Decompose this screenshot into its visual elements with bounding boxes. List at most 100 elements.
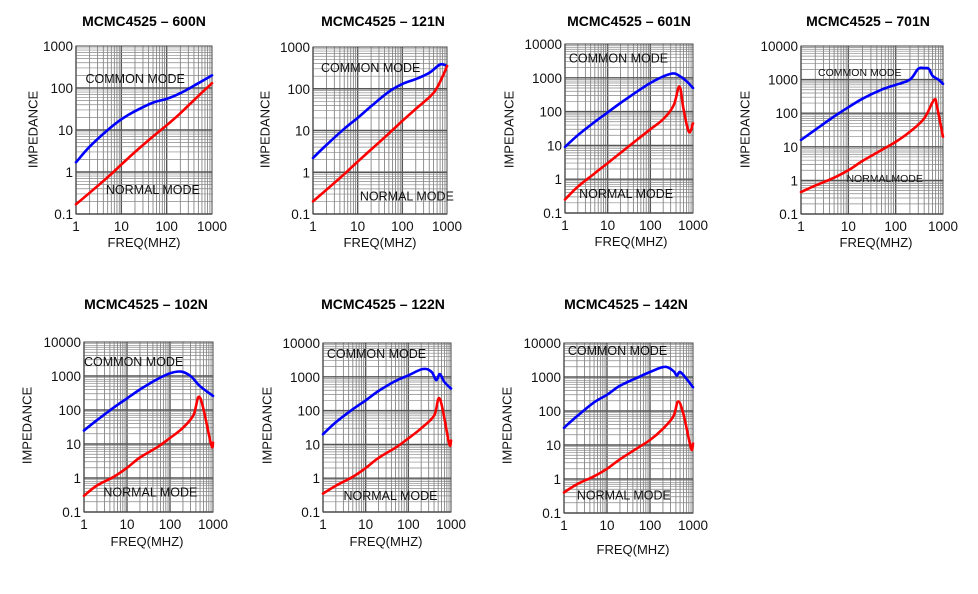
y-tick-label: 100	[287, 82, 310, 97]
y-axis-label: IMPEDANCE	[25, 90, 41, 169]
y-axis-label: IMPEDANCE	[501, 90, 517, 169]
y-tick-label: 0.1	[779, 207, 798, 222]
chart-title: MCMC4525 – 142N	[564, 296, 688, 312]
x-tick-label: 100	[155, 219, 178, 234]
grid	[322, 343, 451, 513]
y-tick-label: 1000	[532, 71, 562, 86]
y-tick-label: 10	[66, 437, 81, 452]
annotation-normal-mode: NORMAL MODE	[577, 488, 671, 502]
x-tick-label: 10	[841, 219, 856, 234]
y-axis-label: IMPEDANCE	[19, 386, 35, 465]
y-tick-label: 10	[783, 140, 798, 155]
y-tick-label: 10	[547, 138, 562, 153]
series-normal-mode	[562, 400, 695, 494]
y-tick-label: 0.1	[542, 506, 561, 521]
annotation-common-mode: COMMON MODE	[86, 72, 185, 86]
x-axis-label: FREQ(MHZ)	[596, 542, 670, 557]
x-tick-label: 1000	[678, 518, 708, 533]
chart-title: MCMC4525 – 121N	[321, 13, 445, 29]
y-tick-label: 0.1	[54, 207, 73, 222]
y-tick-label: 1000	[290, 370, 320, 385]
y-tick-label: 100	[538, 404, 561, 419]
series-common-mode	[82, 370, 215, 432]
x-tick-label: 1	[72, 219, 80, 234]
x-tick-label: 1000	[432, 219, 462, 234]
y-tick-label: 10000	[43, 335, 81, 350]
y-axis-label: IMPEDANCE	[499, 386, 515, 465]
series-common-mode	[321, 367, 453, 436]
y-tick-label: 1000	[43, 39, 73, 54]
annotation-common-mode: COMMON MODE	[569, 52, 668, 66]
chart-title: MCMC4525 – 122N	[321, 296, 445, 312]
series-normal-mode	[311, 64, 449, 203]
y-tick-label: 1	[553, 472, 561, 487]
y-axis-label: IMPEDANCE	[259, 386, 275, 465]
plot-frame	[564, 43, 694, 214]
plot-frame	[312, 46, 448, 215]
y-tick-label: 0.1	[62, 505, 81, 520]
y-tick-label: 10	[546, 438, 561, 453]
annotation-normal-mode: NORMAL MODE	[103, 486, 197, 500]
series-normal-mode	[321, 396, 453, 495]
y-tick-label: 100	[775, 106, 798, 121]
x-tick-label: 1000	[436, 517, 466, 532]
y-tick-label: 10000	[524, 37, 562, 52]
y-tick-label: 10	[305, 437, 320, 452]
x-tick-label: 100	[159, 517, 182, 532]
annotation-common-mode: COMMON MODE	[321, 61, 420, 75]
y-tick-label: 100	[58, 403, 81, 418]
y-tick-label: 100	[50, 81, 73, 96]
x-axis-label: FREQ(MHZ)	[110, 534, 184, 549]
y-tick-label: 10000	[760, 39, 798, 54]
y-tick-label: 0.1	[291, 207, 310, 222]
x-axis-label: FREQ(MHZ)	[839, 235, 913, 250]
y-tick-label: 10000	[523, 336, 561, 351]
series-common-mode	[562, 365, 695, 430]
x-tick-label: 100	[639, 518, 662, 533]
x-tick-label: 1	[309, 219, 317, 234]
x-tick-label: 1000	[678, 218, 708, 233]
x-tick-label: 1000	[198, 517, 228, 532]
annotation-normal-mode: NORMALMODE	[846, 173, 922, 185]
y-axis-label: IMPEDANCE	[737, 90, 753, 169]
grid	[75, 46, 212, 215]
x-tick-label: 10	[358, 517, 373, 532]
x-tick-label: 1000	[928, 219, 958, 234]
annotation-common-mode: COMMON MODE	[568, 344, 667, 358]
annotation-common-mode: COMMON MODE	[818, 67, 901, 79]
series-common-mode	[563, 72, 695, 149]
y-tick-label: 1	[302, 165, 310, 180]
annotation-normal-mode: NORMAL MODE	[343, 489, 437, 503]
y-tick-label: 100	[539, 105, 562, 120]
annotation-normal-mode: NORMAL MODE	[579, 187, 673, 201]
y-axis-label: IMPEDANCE	[257, 90, 273, 169]
x-tick-label: 100	[397, 517, 420, 532]
x-tick-label: 10	[119, 517, 134, 532]
series-normal-mode	[74, 81, 214, 206]
series-normal-mode	[563, 85, 695, 201]
chart-title: MCMC4525 – 601N	[567, 13, 691, 29]
chart-title: MCMC4525 – 701N	[806, 13, 930, 29]
x-tick-label: 100	[391, 219, 414, 234]
x-tick-label: 1	[319, 517, 327, 532]
x-axis-label: FREQ(MHZ)	[349, 534, 423, 549]
y-tick-label: 1	[790, 173, 798, 188]
x-tick-label: 1	[80, 517, 88, 532]
annotation-normal-mode: NORMAL MODE	[106, 183, 200, 197]
x-tick-label: 1	[561, 218, 569, 233]
y-tick-label: 1	[73, 471, 81, 486]
series-normal-mode	[799, 97, 945, 194]
x-tick-label: 1	[560, 518, 568, 533]
x-tick-label: 10	[350, 219, 365, 234]
y-tick-label: 10000	[282, 336, 320, 351]
plot-frame	[83, 341, 214, 513]
grid	[564, 44, 693, 214]
annotation-common-mode: COMMON MODE	[327, 347, 426, 361]
